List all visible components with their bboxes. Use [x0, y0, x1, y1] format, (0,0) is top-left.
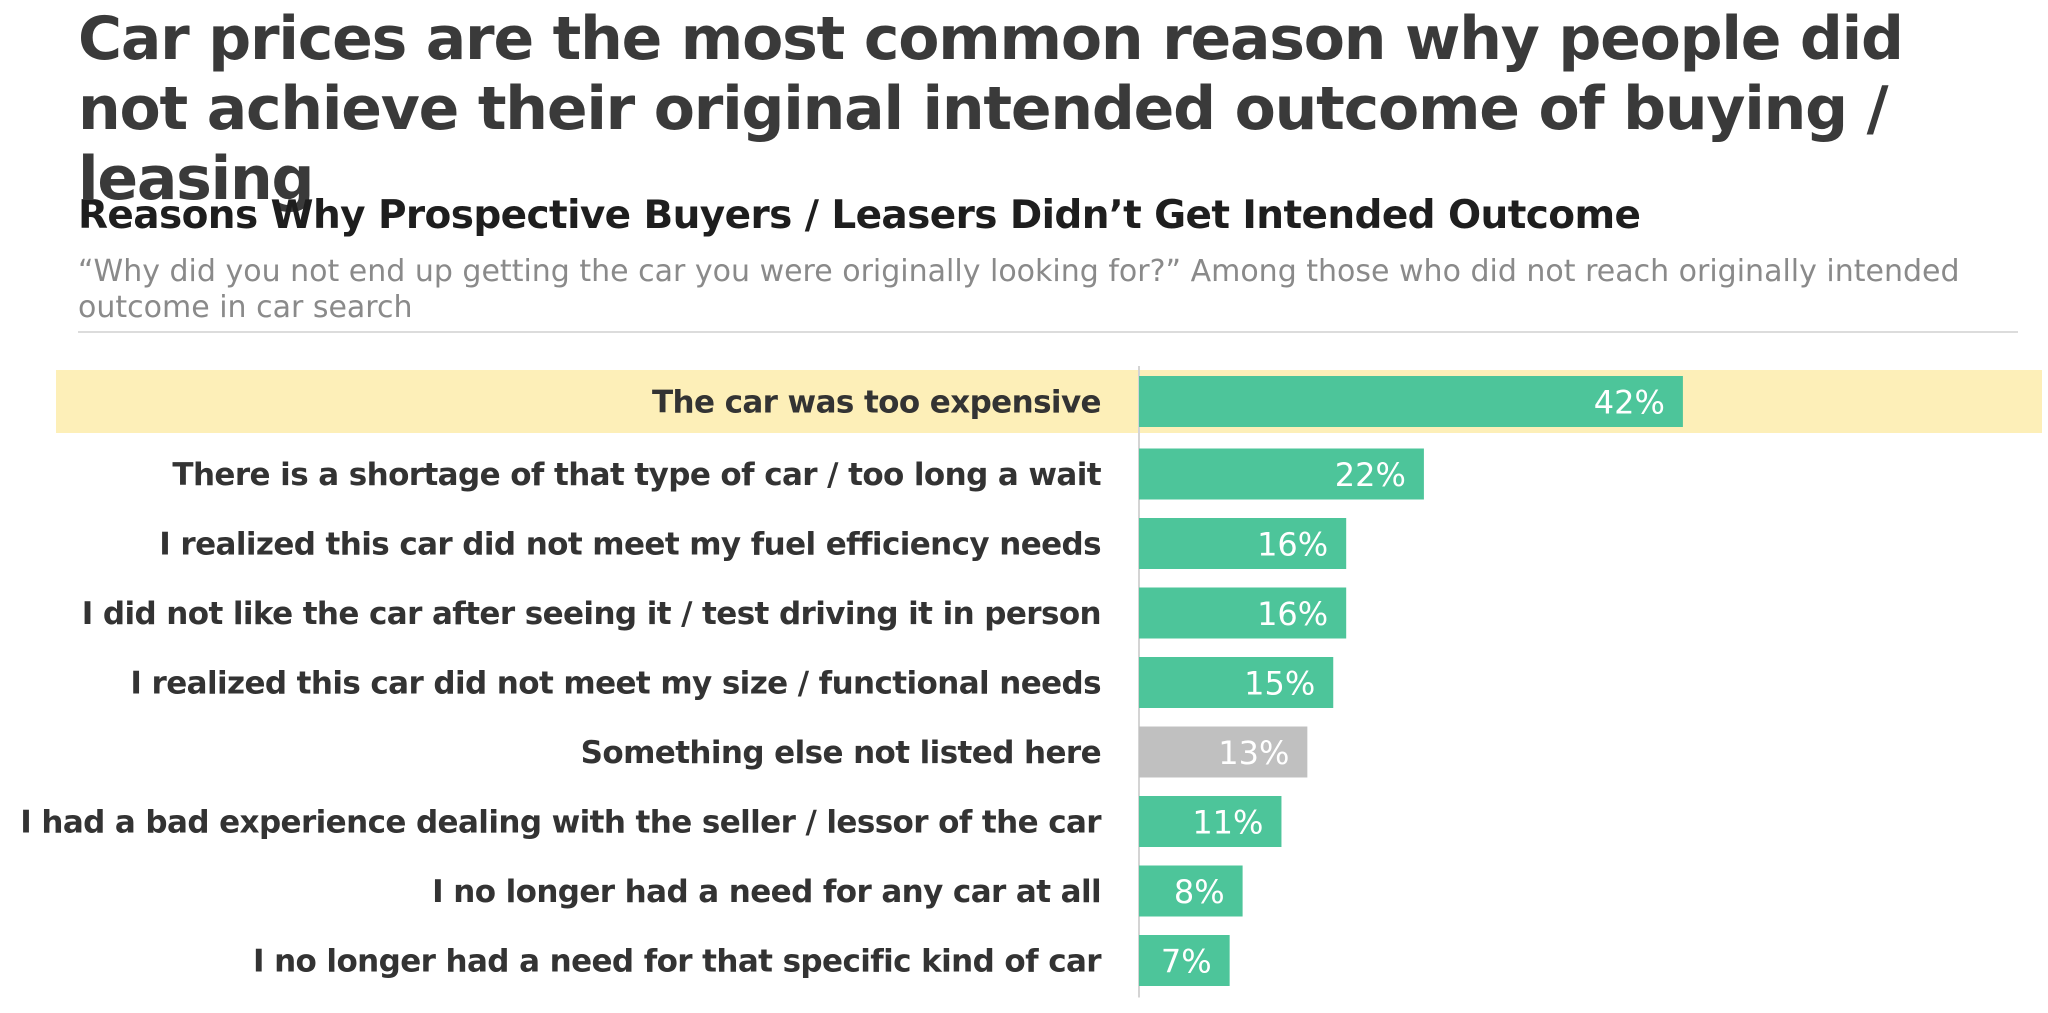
- bar: [1139, 376, 1683, 427]
- headline: Car prices are the most common reason wh…: [78, 4, 1904, 214]
- category-label: There is a shortage of that type of car …: [172, 457, 1101, 493]
- bars: [1139, 376, 1683, 986]
- bar: [1139, 796, 1282, 847]
- value-label: 16%: [1257, 526, 1328, 564]
- category-label: I realized this car did not meet my fuel…: [159, 527, 1101, 563]
- value-label: 13%: [1218, 734, 1289, 772]
- bar: [1139, 657, 1334, 708]
- value-label: 8%: [1174, 873, 1225, 911]
- highlight-layer: [56, 370, 2042, 433]
- category-label: I did not like the car after seeing it /…: [82, 596, 1101, 632]
- value-label: 16%: [1257, 595, 1328, 633]
- value-label: 11%: [1192, 804, 1263, 842]
- chart-title: Reasons Why Prospective Buyers / Leasers…: [78, 193, 1641, 238]
- value-label: 42%: [1594, 384, 1665, 422]
- category-label: I no longer had a need for any car at al…: [432, 874, 1101, 910]
- bar: [1139, 865, 1243, 917]
- category-label: I had a bad experience dealing with the …: [20, 805, 1102, 841]
- bar: [1139, 448, 1424, 500]
- category-label: Something else not listed here: [581, 735, 1101, 771]
- category-label: I no longer had a need for that specific…: [253, 944, 1102, 980]
- chart-subtitle: “Why did you not end up getting the car …: [78, 254, 1960, 325]
- bar: [1139, 935, 1230, 986]
- category-label: I realized this car did not meet my size…: [130, 666, 1101, 702]
- value-label: 7%: [1161, 943, 1212, 981]
- bar: [1139, 587, 1347, 639]
- bar: [1139, 726, 1308, 778]
- bar: [1139, 518, 1347, 569]
- value-labels: 42%22%16%16%15%13%11%8%7%: [1161, 384, 1665, 981]
- category-labels: The car was too expensive There is a shor…: [20, 385, 1103, 980]
- highlight-band: [56, 370, 2042, 433]
- value-label: 15%: [1244, 665, 1315, 703]
- category-label: The car was too expensive: [652, 385, 1101, 421]
- header-divider: [78, 331, 2018, 333]
- value-label: 22%: [1335, 456, 1406, 494]
